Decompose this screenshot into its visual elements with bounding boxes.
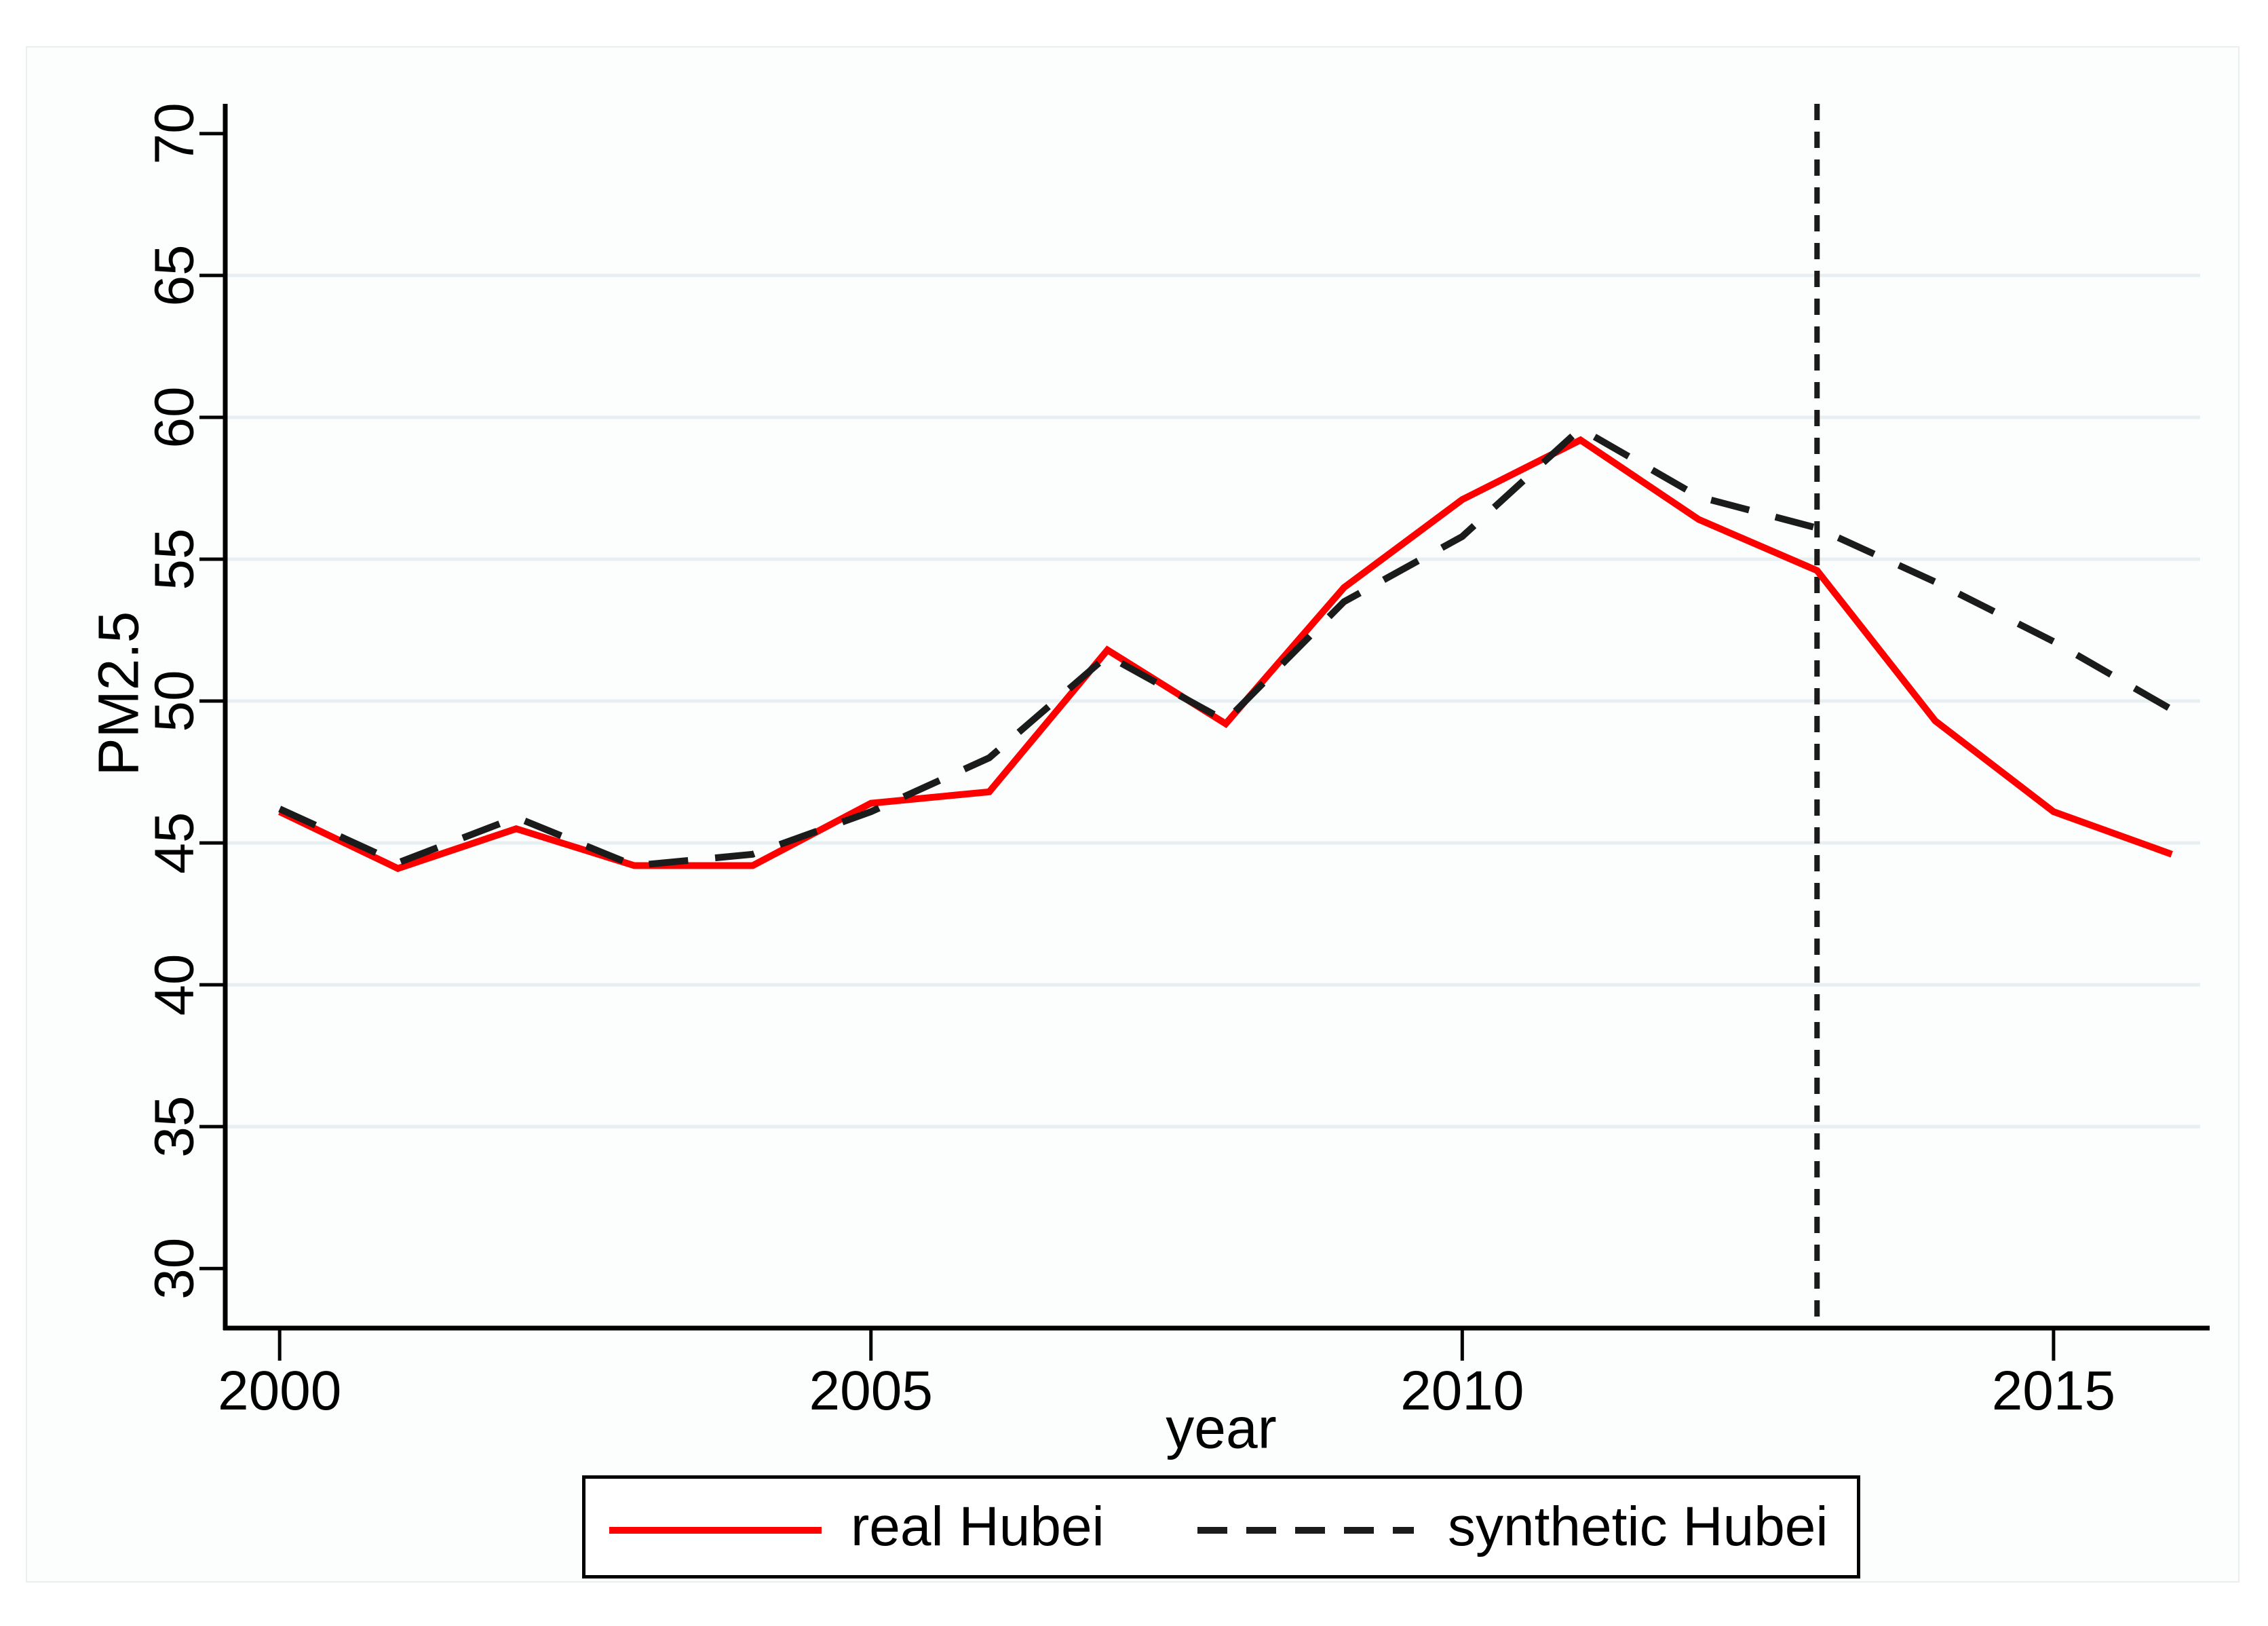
series-line-real-hubei	[278, 436, 2173, 873]
legend-swatch-synthetic-line	[1197, 1527, 1414, 1534]
x-tick-label-2005: 2005	[809, 1360, 933, 1422]
y-tick-label-70: 70	[144, 102, 206, 164]
x-tick-label-2010: 2010	[1400, 1360, 1524, 1422]
legend-label-synthetic: synthetic Hubei	[1448, 1496, 1828, 1557]
y-tick-label-40: 40	[144, 954, 206, 1016]
y-tick-label-55: 55	[144, 528, 206, 590]
legend-box: real Hubei synthetic Hubei	[582, 1475, 1860, 1578]
y-tick-label-50: 50	[144, 670, 206, 732]
y-axis-title: PM2.5	[86, 611, 151, 776]
y-tick-label-60: 60	[144, 386, 206, 448]
y-tick-label-45: 45	[144, 812, 206, 873]
y-tick-label-30: 30	[144, 1238, 206, 1300]
x-tick-label-2000: 2000	[218, 1360, 341, 1422]
series-line-synthetic-hubei	[278, 424, 2174, 869]
y-tick-label-65: 65	[144, 244, 206, 306]
legend-swatch-real-line	[609, 1527, 822, 1534]
x-axis-title: year	[1166, 1396, 1277, 1460]
y-tick-label-35: 35	[144, 1096, 206, 1158]
x-tick-label-2015: 2015	[1992, 1360, 2115, 1422]
legend-label-real: real Hubei	[851, 1496, 1104, 1557]
